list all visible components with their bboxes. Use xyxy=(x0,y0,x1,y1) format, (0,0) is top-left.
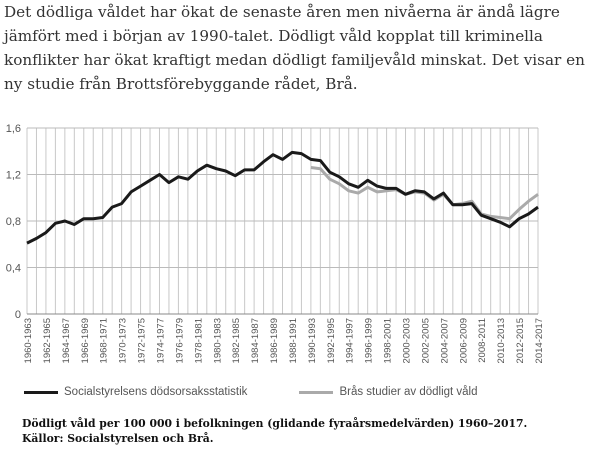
legend-swatch-black xyxy=(24,390,58,394)
x-tick-label: 1994-1997 xyxy=(345,318,356,363)
x-tick-label: 1992-1995 xyxy=(326,318,337,363)
caption-line: Dödligt våld per 100 000 i befolkningen … xyxy=(22,417,528,430)
x-tick-label: 1982-1985 xyxy=(231,318,242,363)
x-tick-label: 2008-2011 xyxy=(477,318,488,363)
x-tick-label: 1990-1993 xyxy=(307,318,318,363)
x-tick-label: 2014-2017 xyxy=(534,318,545,363)
y-tick-label: 0 xyxy=(15,309,21,321)
x-tick-label: 1988-1991 xyxy=(288,318,299,363)
x-tick-label: 2012-2015 xyxy=(515,318,526,363)
chart-caption: Dödligt våld per 100 000 i befolkningen … xyxy=(22,416,527,446)
x-tick-label: 2002-2005 xyxy=(420,318,431,363)
legend-item-socialstyrelsen: Socialstyrelsens dödsorsaksstatistik xyxy=(24,386,247,398)
x-tick-label: 1972-1975 xyxy=(137,318,148,363)
x-tick-label: 1962-1965 xyxy=(42,318,53,363)
x-tick-label: 1968-1971 xyxy=(99,318,110,363)
legend-label: Socialstyrelsens dödsorsaksstatistik xyxy=(64,386,248,398)
intro-paragraph: Det dödliga våldet har ökat de senaste å… xyxy=(4,3,585,93)
x-tick-label: 1976-1979 xyxy=(174,318,185,363)
x-tick-label: 1984-1987 xyxy=(250,318,261,363)
x-tick-label: 1986-1989 xyxy=(269,318,280,363)
y-tick-label: 0,8 xyxy=(6,216,21,228)
series-line xyxy=(26,150,539,245)
x-tick-label: 1996-1999 xyxy=(364,318,375,363)
line-chart: 0 0,4 0,8 1,2 1,6 1960-1963 1962-1965 1964-1967… xyxy=(6,123,545,363)
y-tick-label: 0,4 xyxy=(6,263,21,275)
x-tick-label: 1964-1967 xyxy=(61,318,72,363)
y-tick-label: 1,6 xyxy=(6,123,21,135)
x-tick-label: 1970-1973 xyxy=(118,318,129,363)
x-tick-label: 1998-2001 xyxy=(383,318,394,363)
x-tick-label: 2006-2009 xyxy=(458,318,469,363)
y-tick-label: 1,2 xyxy=(6,170,21,182)
x-tick-label: 2010-2013 xyxy=(496,318,507,363)
x-tick-label: 1974-1977 xyxy=(155,318,166,363)
x-tick-label: 1966-1969 xyxy=(80,318,91,363)
x-tick-label: 1980-1983 xyxy=(212,318,223,363)
x-tick-label: 2004-2007 xyxy=(439,318,450,363)
x-tick-label: 1978-1981 xyxy=(193,318,204,363)
legend-item-bra: Brås studier av dödligt våld xyxy=(299,386,478,398)
caption-source: Källor: Socialstyrelsen och Brå. xyxy=(22,432,214,445)
legend-swatch-grey xyxy=(299,390,334,394)
x-tick-label: 1960-1963 xyxy=(23,318,34,363)
x-tick-label: 2000-2003 xyxy=(402,318,413,363)
chart-legend: Socialstyrelsens dödsorsaksstatistik Brå… xyxy=(24,386,478,398)
legend-label: Brås studier av dödligt våld xyxy=(339,386,478,398)
